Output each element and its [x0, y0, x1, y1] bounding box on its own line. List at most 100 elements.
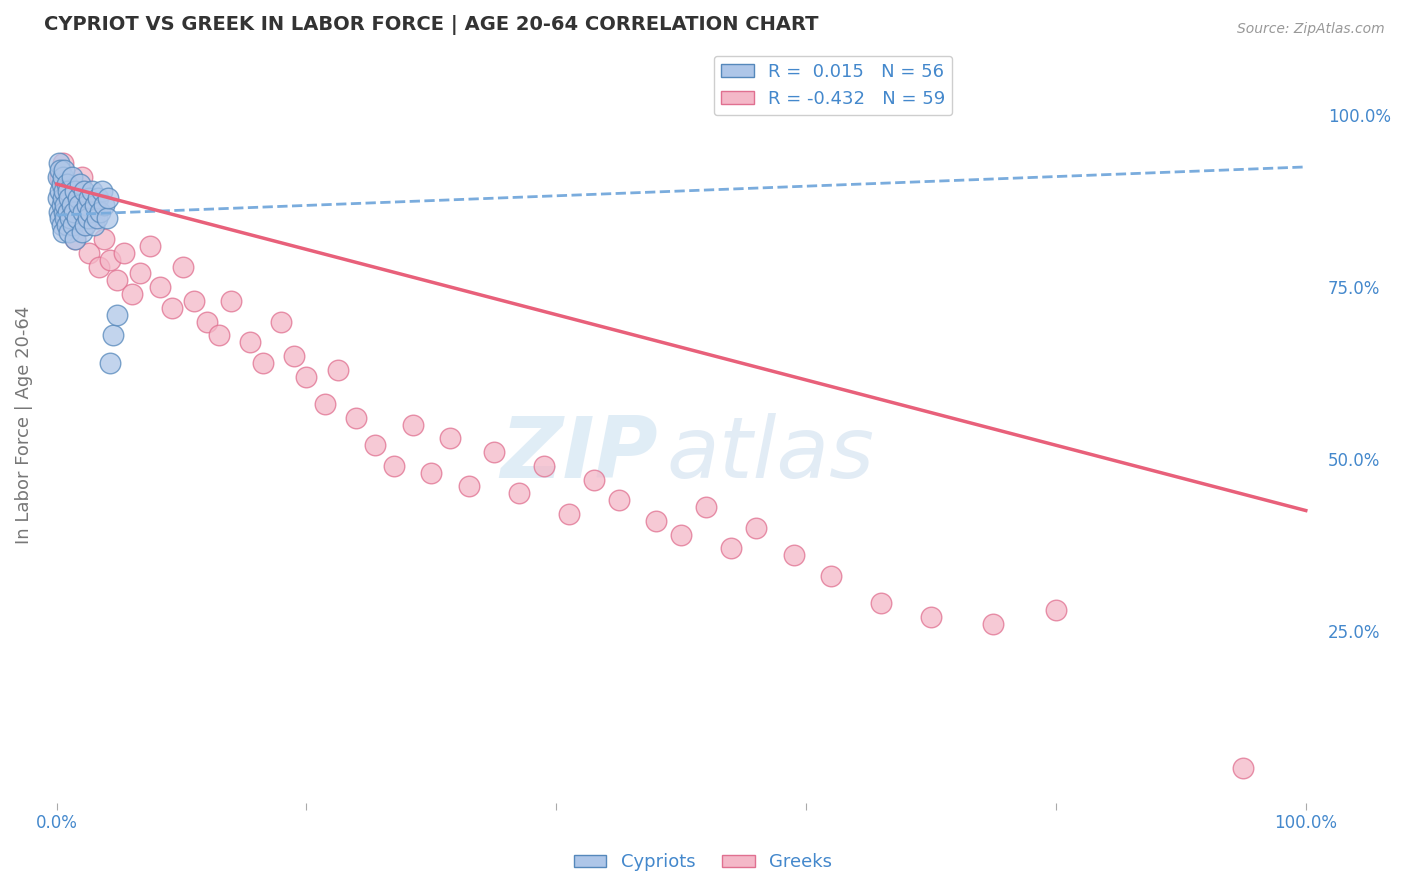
Point — [98, 252, 121, 267]
Point — [607, 493, 630, 508]
Point — [252, 356, 274, 370]
Point — [208, 328, 231, 343]
Point — [55, 219, 77, 233]
Point — [558, 507, 581, 521]
Point — [53, 204, 76, 219]
Point — [60, 170, 83, 185]
Point — [51, 198, 73, 212]
Point — [65, 184, 87, 198]
Point — [55, 177, 77, 191]
Point — [83, 219, 105, 233]
Y-axis label: In Labor Force | Age 20-64: In Labor Force | Age 20-64 — [15, 305, 32, 544]
Point — [139, 239, 162, 253]
Point — [52, 156, 75, 170]
Point — [364, 438, 387, 452]
Point — [97, 191, 120, 205]
Point — [121, 287, 143, 301]
Point — [77, 191, 100, 205]
Point — [67, 198, 90, 212]
Point — [105, 308, 128, 322]
Point — [183, 293, 205, 308]
Point — [62, 219, 84, 233]
Point — [56, 184, 79, 198]
Point — [48, 156, 70, 170]
Point — [87, 260, 110, 274]
Point — [65, 232, 87, 246]
Point — [720, 541, 742, 556]
Point — [84, 198, 107, 212]
Point — [46, 170, 69, 185]
Point — [49, 211, 72, 226]
Point — [58, 191, 80, 205]
Point — [56, 204, 79, 219]
Point — [66, 191, 89, 205]
Point — [782, 548, 804, 562]
Point — [60, 198, 83, 212]
Point — [53, 191, 76, 205]
Point — [920, 610, 942, 624]
Point — [420, 466, 443, 480]
Point — [53, 211, 76, 226]
Point — [73, 184, 96, 198]
Point — [49, 170, 72, 185]
Point — [93, 232, 115, 246]
Point — [49, 163, 72, 178]
Point — [46, 191, 69, 205]
Point — [65, 232, 87, 246]
Point — [77, 245, 100, 260]
Point — [314, 397, 336, 411]
Legend: Cypriots, Greeks: Cypriots, Greeks — [567, 847, 839, 879]
Point — [172, 260, 194, 274]
Point — [582, 473, 605, 487]
Point — [51, 219, 73, 233]
Point — [93, 198, 115, 212]
Point — [48, 204, 70, 219]
Text: atlas: atlas — [666, 413, 875, 496]
Point — [76, 211, 98, 226]
Point — [65, 211, 87, 226]
Point — [67, 198, 90, 212]
Point — [745, 521, 768, 535]
Point — [96, 211, 118, 226]
Point — [53, 184, 76, 198]
Text: CYPRIOT VS GREEK IN LABOR FORCE | AGE 20-64 CORRELATION CHART: CYPRIOT VS GREEK IN LABOR FORCE | AGE 20… — [44, 15, 818, 35]
Point — [53, 163, 76, 178]
Point — [326, 362, 349, 376]
Point — [149, 280, 172, 294]
Point — [533, 458, 555, 473]
Point — [439, 431, 461, 445]
Point — [508, 486, 530, 500]
Point — [51, 177, 73, 191]
Point — [669, 527, 692, 541]
Point — [112, 245, 135, 260]
Point — [53, 198, 76, 212]
Point — [86, 211, 108, 226]
Point — [70, 225, 93, 239]
Point — [79, 204, 101, 219]
Point — [195, 314, 218, 328]
Point — [695, 500, 717, 514]
Point — [56, 204, 79, 219]
Point — [270, 314, 292, 328]
Point — [457, 479, 479, 493]
Point — [98, 356, 121, 370]
Point — [160, 301, 183, 315]
Point — [52, 225, 75, 239]
Point — [820, 569, 842, 583]
Point — [401, 417, 423, 432]
Point — [80, 184, 103, 198]
Point — [69, 177, 91, 191]
Point — [645, 514, 668, 528]
Point — [76, 198, 98, 212]
Point — [72, 204, 94, 219]
Point — [129, 267, 152, 281]
Point — [221, 293, 243, 308]
Point — [62, 184, 84, 198]
Point — [344, 410, 367, 425]
Point — [52, 191, 75, 205]
Point — [870, 596, 893, 610]
Point — [58, 225, 80, 239]
Point — [101, 328, 124, 343]
Point — [382, 458, 405, 473]
Point — [283, 349, 305, 363]
